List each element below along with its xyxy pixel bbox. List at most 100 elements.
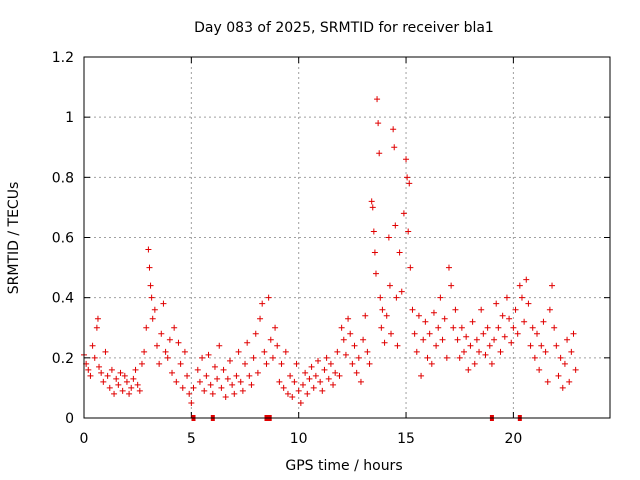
data-point [239, 387, 246, 394]
data-point [158, 330, 165, 337]
data-point [246, 372, 253, 379]
data-point [299, 381, 306, 388]
data-point [323, 354, 330, 361]
data-point [392, 222, 399, 229]
data-point [186, 390, 193, 397]
data-point [282, 348, 289, 355]
data-point [353, 369, 360, 376]
data-point [297, 399, 304, 406]
data-point [199, 354, 206, 361]
data-point [254, 369, 261, 376]
data-point [231, 390, 238, 397]
data-point [293, 360, 300, 367]
data-point [407, 264, 414, 271]
data-point [456, 354, 463, 361]
y-tick-label: 0.6 [52, 231, 74, 247]
data-point [237, 378, 244, 385]
data-point [364, 348, 371, 355]
data-point [378, 324, 385, 331]
data-point [113, 375, 120, 382]
data-point [126, 390, 133, 397]
data-point [336, 372, 343, 379]
data-point [351, 342, 358, 349]
data-point [145, 246, 152, 253]
data-point [111, 390, 118, 397]
data-point [482, 351, 489, 358]
data-point [534, 330, 541, 337]
data-point [345, 315, 352, 322]
data-point [89, 342, 96, 349]
data-point [203, 372, 210, 379]
data-point [93, 324, 100, 331]
data-point [269, 354, 276, 361]
data-point [130, 375, 137, 382]
data-point [508, 339, 515, 346]
data-point [128, 384, 135, 391]
data-point [220, 366, 227, 373]
data-point [480, 330, 487, 337]
data-point [360, 336, 367, 343]
x-tick-label: 20 [504, 431, 522, 447]
data-point [272, 324, 279, 331]
data-point [371, 249, 378, 256]
data-point [115, 381, 122, 388]
data-point [391, 144, 398, 151]
axis-ticks: 0 0.2 0.4 0.6 0.8 1 1.2 0 5 10 15 20 [52, 50, 610, 447]
data-point [252, 330, 259, 337]
data-point [94, 315, 101, 322]
data-point [368, 198, 375, 205]
data-point [218, 384, 225, 391]
data-point [542, 348, 549, 355]
data-point [478, 306, 485, 313]
data-point [549, 282, 556, 289]
chart-title: Day 083 of 2025, SRMTID for receiver bla… [194, 20, 494, 36]
data-point [454, 336, 461, 343]
data-point [406, 180, 413, 187]
data-point [181, 348, 188, 355]
data-point [428, 360, 435, 367]
data-point [222, 393, 229, 400]
data-point [396, 249, 403, 256]
data-point [445, 264, 452, 271]
data-point [518, 294, 525, 301]
data-point [418, 372, 425, 379]
data-point [493, 300, 500, 307]
data-point [463, 333, 470, 340]
data-point [386, 282, 393, 289]
data-point [226, 357, 233, 364]
data-point [469, 318, 476, 325]
data-point [544, 378, 551, 385]
data-point [138, 360, 145, 367]
data-point [233, 372, 240, 379]
data-point [411, 330, 418, 337]
data-point [370, 228, 377, 235]
data-point [87, 372, 94, 379]
data-point [405, 228, 412, 235]
data-point [340, 336, 347, 343]
data-point [439, 336, 446, 343]
data-point [209, 390, 216, 397]
data-point [91, 354, 98, 361]
data-point [250, 354, 257, 361]
data-point [319, 387, 326, 394]
data-point [96, 363, 103, 370]
data-point [205, 351, 212, 358]
data-point [559, 384, 566, 391]
data-point [132, 366, 139, 373]
data-point [499, 312, 506, 319]
data-point [310, 384, 317, 391]
data-point [321, 366, 328, 373]
data-point [117, 369, 124, 376]
data-point [134, 381, 141, 388]
data-point [342, 351, 349, 358]
data-point [98, 369, 105, 376]
data-point [151, 306, 158, 313]
x-tick-label: 10 [290, 431, 308, 447]
y-tick-label: 1.2 [52, 50, 74, 66]
data-point [400, 210, 407, 217]
data-point [276, 378, 283, 385]
data-point [572, 366, 579, 373]
data-point [156, 360, 163, 367]
data-point [437, 294, 444, 301]
